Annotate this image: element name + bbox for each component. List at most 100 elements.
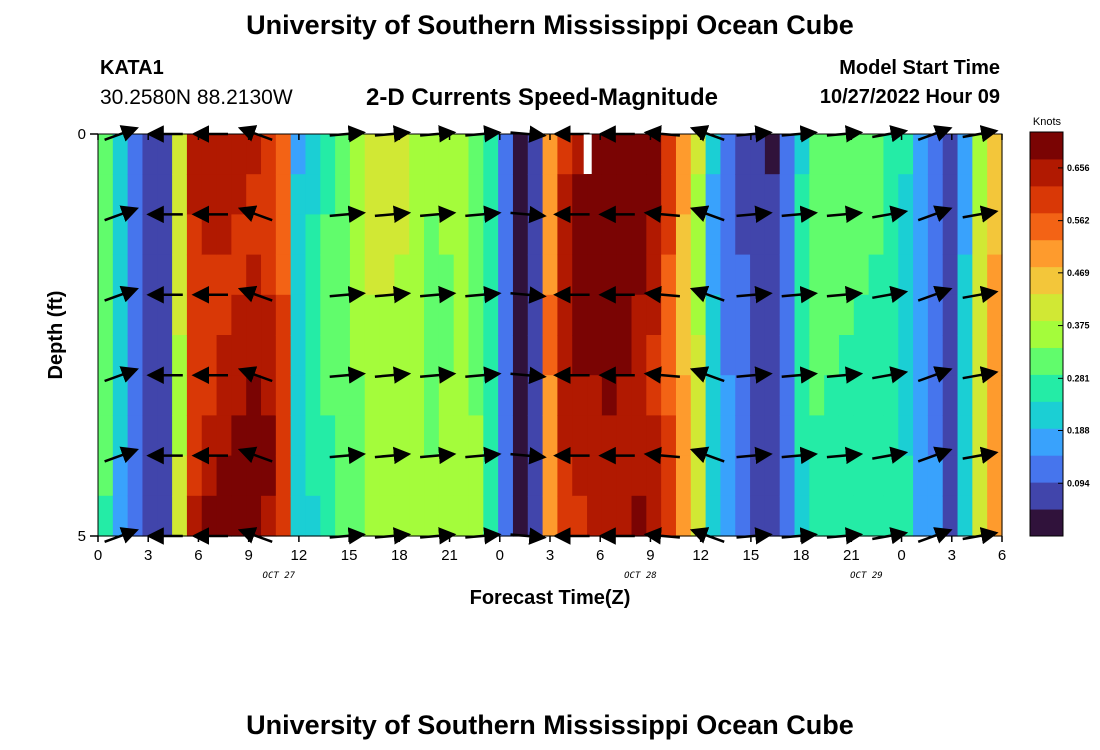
heatmap-cell [883, 375, 899, 416]
colorbar-segment [1030, 401, 1063, 429]
heatmap-cell [112, 174, 129, 215]
heatmap-cell [172, 335, 188, 376]
footer-title: University of Southern Mississippi Ocean… [246, 710, 854, 740]
heatmap-cell [542, 495, 559, 537]
heatmap-cell [498, 375, 514, 416]
heatmap-cell [172, 174, 188, 215]
heatmap-cell [275, 214, 292, 256]
heatmap-cell [616, 294, 633, 336]
heatmap-cell [275, 254, 292, 296]
x-tick-label: 15 [743, 547, 760, 564]
heatmap-cell [379, 375, 395, 416]
heatmap-cell [364, 294, 381, 336]
heatmap-cell [127, 294, 144, 336]
heatmap-cell [735, 254, 751, 296]
heatmap-cell [542, 375, 559, 416]
heatmap-cell [557, 495, 573, 537]
heatmap-cell [572, 455, 588, 497]
current-time-marker [583, 134, 592, 174]
heatmap-cell [246, 415, 262, 457]
current-vector [510, 286, 547, 304]
heatmap-cell [246, 335, 262, 376]
heatmap-cell [512, 375, 529, 416]
heatmap-cell [898, 335, 914, 376]
heatmap-cell [157, 254, 173, 296]
heatmap-cell [157, 294, 173, 336]
heatmap-cell [838, 455, 855, 497]
current-vector [643, 285, 681, 304]
colorbar-segment [1030, 482, 1063, 510]
heatmap-cell [646, 375, 662, 416]
heatmap-cell [987, 455, 1003, 497]
heatmap-cell [675, 375, 692, 416]
heatmap-cell [601, 375, 618, 416]
heatmap-cell [186, 455, 203, 497]
current-vector [826, 285, 864, 304]
heatmap-cell [261, 335, 277, 376]
current-vector [237, 285, 273, 303]
heatmap-cell [735, 294, 751, 336]
heatmap-cell [779, 415, 796, 457]
heatmap-cell [349, 375, 366, 416]
heatmap-cell [320, 455, 336, 497]
heatmap-cell [483, 254, 499, 296]
heatmap-cell [438, 254, 455, 296]
heatmap-cell [779, 174, 796, 215]
heatmap-cell [705, 294, 722, 336]
heatmap-cell [379, 415, 395, 457]
heatmap-cell [127, 254, 144, 296]
heatmap-cell [631, 294, 647, 336]
heatmap-cell [275, 134, 292, 175]
colorbar-segment [1030, 132, 1063, 160]
heatmap-cell [98, 134, 114, 175]
heatmap-cell [705, 495, 722, 537]
colorbar-segment [1030, 293, 1063, 322]
heatmap-cell [424, 375, 440, 416]
heatmap-cell [231, 254, 247, 296]
heatmap-cell [972, 254, 988, 296]
heatmap-cell [320, 174, 336, 215]
heatmap-cell [913, 375, 929, 416]
heatmap-cell [483, 294, 499, 336]
y-tick-label: 5 [78, 528, 86, 545]
current-vector [465, 446, 502, 465]
heatmap-cell [661, 294, 677, 336]
heatmap-cell [231, 415, 247, 457]
heatmap-cell [409, 294, 425, 336]
heatmap-cell [587, 254, 603, 296]
heatmap-cell [305, 254, 321, 296]
heatmap-cell [320, 134, 336, 175]
heatmap-cell [587, 415, 603, 457]
current-vector [689, 205, 725, 222]
x-tick-label: 9 [646, 547, 654, 564]
heatmap-cell [764, 214, 781, 256]
heatmap-cell [157, 415, 173, 457]
heatmap-cell [527, 415, 544, 457]
heatmap-cell [379, 174, 395, 215]
heatmap-cell [557, 174, 573, 215]
heatmap-cell [409, 415, 425, 457]
heatmap-cell [394, 214, 410, 256]
heatmap-cell [438, 335, 455, 376]
heatmap-cell [957, 174, 973, 215]
heatmap-cell [824, 375, 840, 416]
heatmap-cell [735, 174, 751, 215]
heatmap-cell [438, 174, 455, 215]
heatmap-cell [972, 134, 988, 175]
heatmap-cell [512, 294, 529, 336]
current-vector [510, 205, 547, 224]
current-vector [736, 205, 773, 223]
heatmap-cell [468, 174, 484, 215]
heatmap-cell [779, 375, 796, 416]
heatmap-cell [927, 335, 944, 376]
heatmap-cell [127, 335, 144, 376]
heatmap-cell [720, 254, 736, 296]
heatmap-cell [261, 254, 277, 296]
current-vector [465, 205, 502, 223]
heatmap-cell [305, 495, 321, 537]
heatmap-cell [794, 335, 810, 376]
heatmap-cell [201, 335, 218, 376]
colorbar-frame [1029, 131, 1064, 537]
current-vector [826, 446, 864, 465]
colorbar-segment [1030, 347, 1063, 375]
